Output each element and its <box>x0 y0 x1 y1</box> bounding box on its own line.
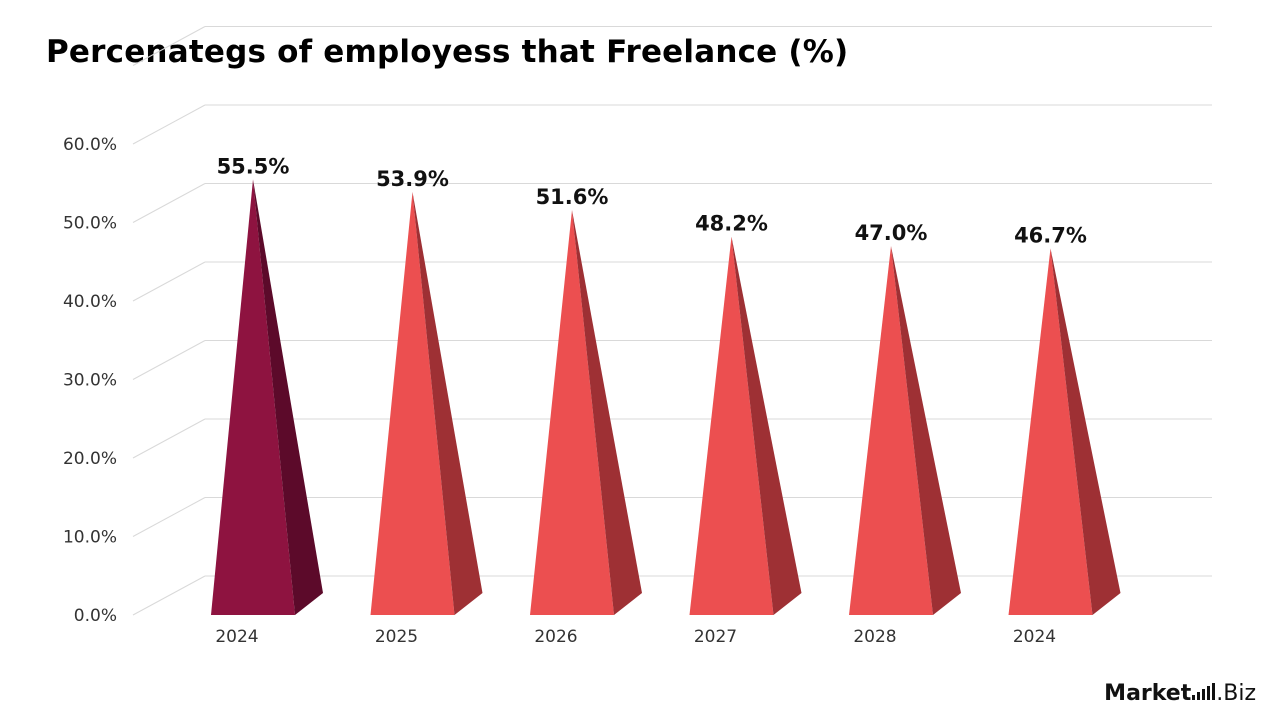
pyramid-bar-front <box>211 179 295 615</box>
y-tick-label: 10.0% <box>63 528 117 548</box>
x-tick-label: 2026 <box>534 627 577 647</box>
data-label: 53.9% <box>376 167 449 191</box>
pyramid-bar-front <box>370 191 455 615</box>
x-tick-label: 2025 <box>375 627 418 647</box>
gridline-depth <box>132 340 206 380</box>
y-tick-label: 60.0% <box>63 135 117 155</box>
data-label: 47.0% <box>855 221 928 245</box>
gridline-depth <box>132 261 206 302</box>
data-label: 46.7% <box>1014 223 1087 247</box>
value-labels: 55.5% 53.9% 51.6% 48.2% 47.0% 46.7% <box>217 154 1087 247</box>
x-tick-label: 2028 <box>853 627 896 647</box>
gridline-depth <box>132 575 206 616</box>
y-tick-label: 40.0% <box>63 292 117 312</box>
y-tick-label: 30.0% <box>63 371 117 391</box>
y-tick-label: 20.0% <box>63 449 117 469</box>
pyramid-bar-side <box>253 179 323 615</box>
gridline-depth <box>132 104 206 145</box>
data-label: 51.6% <box>536 185 609 209</box>
x-tick-label: 2027 <box>694 627 737 647</box>
y-axis: 0.0% 10.0% 20.0% 30.0% 40.0% 50.0% 60.0% <box>63 135 117 626</box>
bar-chart-icon <box>1192 683 1216 700</box>
x-tick-label: 2024 <box>1013 627 1056 647</box>
data-label: 55.5% <box>217 154 290 178</box>
x-axis: 2024 2025 2026 2027 2028 2024 <box>215 627 1056 647</box>
logo-market-text: Market <box>1104 681 1192 706</box>
pyramid-bar-side <box>1050 248 1121 615</box>
pyramid-bar-side <box>731 236 802 615</box>
pyramid-bar-side <box>412 191 483 615</box>
pyramid-bar-front <box>849 246 933 616</box>
gridline-depth <box>132 497 206 537</box>
y-tick-label: 0.0% <box>74 606 117 626</box>
pyramid-bar-side <box>572 209 642 615</box>
gridline-depth <box>132 183 206 223</box>
pyramid-bar-side <box>891 246 961 616</box>
logo-biz-text: .Biz <box>1216 681 1256 706</box>
gridline-depth <box>132 26 206 66</box>
data-label: 48.2% <box>695 212 768 236</box>
marketbiz-logo: Market .Biz <box>1104 681 1256 706</box>
pyramid-bar-front <box>689 236 774 615</box>
bars <box>211 179 1121 616</box>
x-tick-label: 2024 <box>215 627 258 647</box>
gridline-depth <box>132 418 206 459</box>
pyramid-bar-front <box>1008 248 1093 615</box>
y-tick-label: 50.0% <box>63 214 117 234</box>
pyramid-bar-front <box>530 209 614 615</box>
